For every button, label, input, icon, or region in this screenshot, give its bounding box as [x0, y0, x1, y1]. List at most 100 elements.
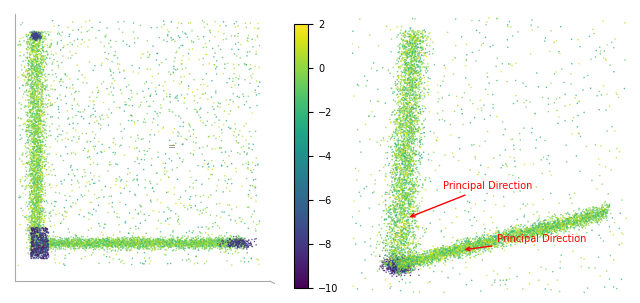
Point [44, 244, 54, 248]
Point [34, 237, 44, 241]
Point [402, 92, 412, 96]
Point [402, 196, 412, 201]
Point [240, 243, 250, 248]
Point [394, 166, 404, 171]
Point [432, 256, 442, 261]
Point [390, 264, 401, 269]
Point [396, 211, 406, 216]
Point [415, 255, 425, 259]
Point [217, 239, 227, 244]
Point [24, 168, 35, 173]
Point [75, 239, 85, 244]
Point [35, 86, 45, 91]
Point [31, 249, 42, 254]
Point [394, 261, 404, 266]
Point [409, 47, 419, 52]
Point [30, 68, 40, 72]
Point [42, 55, 52, 60]
Point [443, 245, 453, 249]
Point [90, 243, 100, 248]
Point [524, 234, 534, 239]
Point [214, 178, 224, 182]
Point [93, 243, 103, 248]
Point [481, 244, 492, 249]
Point [500, 239, 511, 244]
Point [35, 163, 45, 168]
Point [113, 240, 124, 245]
Point [577, 213, 588, 218]
Point [592, 220, 602, 225]
Point [404, 71, 414, 76]
Point [396, 97, 406, 102]
Point [397, 177, 408, 182]
Point [173, 244, 184, 249]
Point [408, 158, 419, 163]
Point [405, 265, 415, 270]
Point [399, 269, 409, 274]
Point [230, 240, 241, 245]
Point [404, 43, 415, 48]
Point [34, 116, 44, 121]
Point [145, 239, 155, 244]
Point [468, 246, 479, 251]
Point [394, 124, 404, 129]
Point [415, 259, 426, 264]
Point [175, 239, 186, 244]
Point [602, 209, 612, 214]
Point [40, 240, 51, 245]
Point [399, 261, 409, 266]
Point [35, 237, 45, 242]
Point [26, 56, 36, 61]
Point [411, 29, 421, 34]
Point [580, 217, 591, 222]
Point [106, 249, 116, 254]
Point [33, 238, 43, 243]
Point [234, 241, 244, 246]
Point [403, 252, 413, 257]
Point [575, 218, 586, 223]
Point [123, 247, 133, 251]
Point [396, 149, 406, 154]
Point [21, 129, 31, 134]
Point [554, 219, 564, 224]
Point [35, 157, 45, 162]
Point [596, 211, 606, 216]
Point [37, 205, 47, 210]
Point [585, 205, 595, 210]
Point [58, 238, 68, 243]
Point [26, 240, 36, 245]
Point [598, 210, 609, 215]
Point [390, 221, 401, 226]
Point [67, 243, 77, 248]
Point [35, 118, 45, 123]
Point [452, 253, 463, 258]
Point [403, 230, 413, 235]
Point [29, 219, 39, 224]
Point [391, 162, 401, 167]
Point [34, 253, 44, 258]
Point [88, 68, 99, 73]
Point [536, 224, 547, 229]
Point [397, 228, 408, 233]
Point [34, 36, 44, 41]
Point [403, 246, 413, 251]
Point [595, 215, 605, 220]
Point [564, 217, 575, 222]
Point [253, 21, 263, 26]
Point [32, 69, 42, 74]
Point [45, 238, 55, 243]
Point [483, 242, 493, 247]
Point [54, 132, 64, 137]
Point [38, 230, 49, 235]
Point [399, 183, 410, 188]
Point [393, 156, 403, 161]
Point [33, 173, 43, 178]
Point [252, 93, 262, 98]
Point [176, 236, 186, 241]
Point [509, 232, 519, 237]
Point [30, 32, 40, 37]
Point [37, 238, 47, 242]
Point [572, 212, 582, 217]
Point [399, 112, 410, 116]
Point [589, 205, 599, 210]
